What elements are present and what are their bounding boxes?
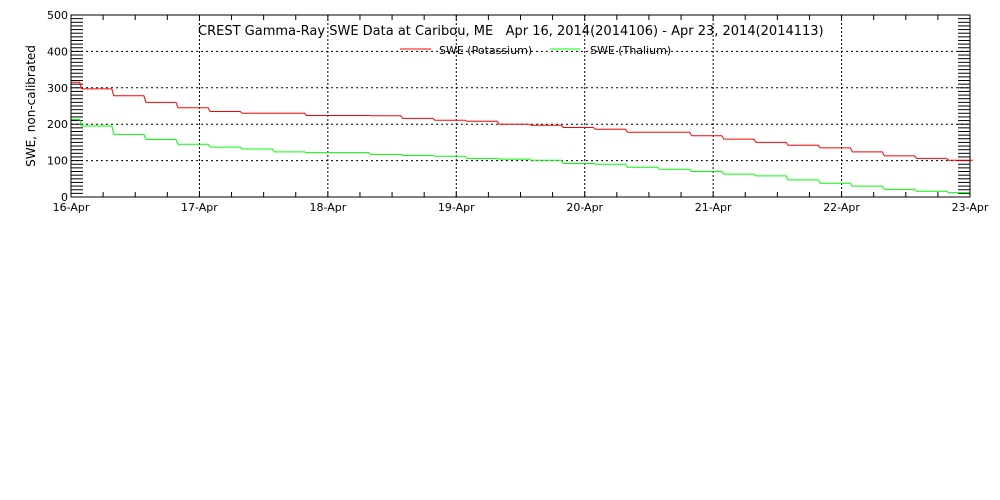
y-axis-label: SWE, non-calibrated <box>24 45 38 167</box>
y-tick-labels: 0 100 200 300 400 500 <box>47 9 68 204</box>
y-tick-label: 100 <box>47 155 68 168</box>
x-tick-label: 18-Apr <box>309 201 346 214</box>
legend-label-thalium: SWE (Thalium) <box>590 44 671 57</box>
x-tick-label: 17-Apr <box>181 201 218 214</box>
x-tick-label: 21-Apr <box>695 201 732 214</box>
series-line-thalium <box>71 119 970 194</box>
axis-ticks <box>70 14 971 198</box>
y-tick-label: 500 <box>47 9 68 22</box>
chart-title: CREST Gamma-Ray SWE Data at Caribou, ME … <box>198 24 824 39</box>
x-tick-labels: 16-Apr 17-Apr 18-Apr 19-Apr 20-Apr 21-Apr 22-A… <box>53 201 989 214</box>
x-tick-label: 22-Apr <box>823 201 860 214</box>
x-tick-label: 20-Apr <box>566 201 603 214</box>
y-tick-label: 0 <box>61 191 68 204</box>
y-tick-label: 400 <box>47 45 68 58</box>
series-lines <box>71 81 973 194</box>
y-tick-label: 200 <box>47 118 68 131</box>
grid-lines <box>71 15 970 197</box>
y-tick-label: 300 <box>47 82 68 95</box>
series-line-potassium <box>71 81 973 161</box>
legend: SWE (Potassium) SWE (Thalium) <box>400 44 671 57</box>
x-tick-label: 16-Apr <box>53 201 90 214</box>
x-tick-label: 19-Apr <box>438 201 475 214</box>
x-tick-label: 23-Apr <box>952 201 989 214</box>
plot-frame <box>70 14 971 198</box>
legend-label-potassium: SWE (Potassium) <box>439 44 532 57</box>
